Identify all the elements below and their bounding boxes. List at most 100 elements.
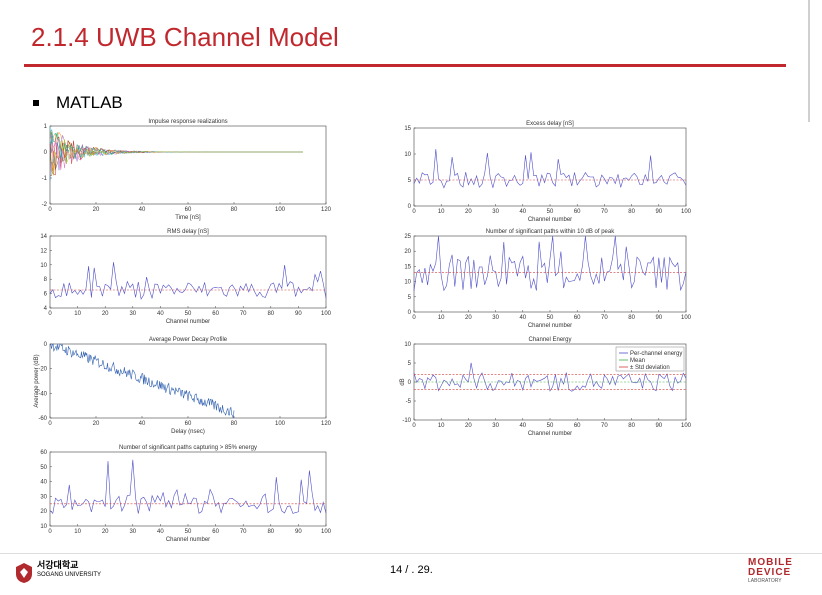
x-tick-label: 80 [231,421,238,427]
university-crest-icon [16,563,32,583]
plot-title: Number of significant paths within 10 dB… [486,229,615,235]
x-tick-label: 0 [412,423,416,429]
logo-device-text: DEVICE [748,567,792,578]
logo-english-text: SOGANG UNIVERSITY [37,572,102,578]
series-line [49,459,327,515]
x-axis-label: Delay (nsec) [171,429,205,435]
legend-entry: Per-channel energy [630,351,682,357]
y-tick-label: 1 [44,124,48,130]
x-axis-label: Channel number [528,431,572,437]
y-tick-label: 5 [408,361,412,367]
mobile-device-lab-logo: MOBILE DEVICE LABORATORY [748,558,808,588]
y-tick-label: 0 [44,150,48,156]
x-tick-label: 100 [275,207,286,213]
x-tick-label: 60 [574,315,581,321]
plot-title: Excess delay [nS] [526,121,574,127]
x-tick-label: 90 [655,209,662,215]
plot-impulse-response: Impulse response realizations Time [nS] 0 2… [30,118,335,230]
decay-profile-line [49,343,235,419]
x-tick-label: 30 [129,311,136,317]
x-axis-label: Channel number [528,217,572,223]
x-tick-label: 90 [295,529,302,535]
x-tick-label: 40 [139,421,146,427]
y-tick-label: 0 [408,204,412,210]
y-tick-label: -2 [42,202,48,208]
y-tick-label: 15 [404,126,411,132]
y-tick-label: 20 [40,509,47,515]
x-tick-label: 90 [655,315,662,321]
y-tick-label: 10 [404,152,411,158]
y-tick-label: -20 [38,367,47,373]
x-tick-label: 60 [185,207,192,213]
x-axis-label: Channel number [528,323,572,329]
x-tick-label: 20 [102,311,109,317]
x-tick-label: 30 [492,423,499,429]
x-tick-label: 70 [240,311,247,317]
plot-paths-10db: Number of significant paths within 10 dB… [396,226,696,336]
x-tick-label: 50 [547,315,554,321]
x-tick-label: 50 [547,423,554,429]
x-tick-label: 20 [93,421,100,427]
legend-entry: Mean [630,358,645,364]
y-tick-label: 60 [40,450,47,456]
plot-paths-85-energy: Number of significant paths capturing > … [30,442,335,552]
x-axis-label: Channel number [166,537,210,543]
y-tick-label: 0 [44,342,48,348]
series-line [413,149,687,189]
x-tick-label: 80 [231,207,238,213]
x-tick-label: 30 [129,529,136,535]
x-tick-label: 10 [74,529,81,535]
x-tick-label: 60 [574,209,581,215]
y-tick-label: 50 [40,465,47,471]
x-tick-label: 100 [681,315,692,321]
x-tick-label: 10 [438,209,445,215]
x-tick-label: 70 [601,315,608,321]
x-tick-label: 60 [212,529,219,535]
x-tick-label: 100 [681,209,692,215]
x-tick-label: 40 [157,311,164,317]
y-tick-label: 0 [408,380,412,386]
y-tick-label: 10 [40,263,47,269]
x-tick-label: 30 [492,315,499,321]
x-tick-label: 20 [93,207,100,213]
plot-power-decay: Average Power Decay Profile Delay (nsec) A… [30,334,335,444]
y-tick-label: -10 [402,418,411,424]
y-tick-label: 10 [40,524,47,530]
x-tick-label: 20 [465,209,472,215]
y-tick-label: 14 [40,234,47,240]
x-tick-label: 100 [321,529,332,535]
y-tick-label: -1 [42,176,48,182]
x-tick-label: 80 [628,315,635,321]
x-tick-label: 40 [519,423,526,429]
title-underline [24,64,786,67]
right-edge-bar [808,0,810,122]
plot-title: Impulse response realizations [148,119,227,125]
x-tick-label: 120 [321,421,332,427]
x-tick-label: 0 [48,207,52,213]
square-bullet-icon [33,100,39,106]
y-tick-label: 20 [404,249,411,255]
x-tick-label: 80 [267,529,274,535]
y-axis-label: dB [400,378,406,385]
x-tick-label: 70 [601,209,608,215]
plot-excess-delay: Excess delay [nS] Channel number 0 10 20 30 40… [396,118,696,230]
logo-korean-text: 서강대학교 [37,560,79,570]
x-tick-label: 0 [48,529,52,535]
x-tick-label: 100 [321,311,332,317]
x-tick-label: 80 [267,311,274,317]
x-tick-label: 40 [519,209,526,215]
y-tick-label: 6 [44,292,48,298]
y-tick-label: 12 [40,248,47,254]
slide-title: 2.1.4 UWB Channel Model [31,22,339,52]
y-tick-label: 4 [44,306,48,312]
y-tick-label: 0 [408,310,412,316]
x-tick-label: 0 [412,209,416,215]
x-tick-label: 60 [185,421,192,427]
footer-divider [0,553,822,554]
x-tick-label: 100 [275,421,286,427]
page-number: 14 / . 29. [390,564,433,576]
y-tick-label: -5 [406,399,412,405]
x-tick-label: 120 [321,207,332,213]
y-tick-label: 15 [404,264,411,270]
x-tick-label: 50 [185,529,192,535]
